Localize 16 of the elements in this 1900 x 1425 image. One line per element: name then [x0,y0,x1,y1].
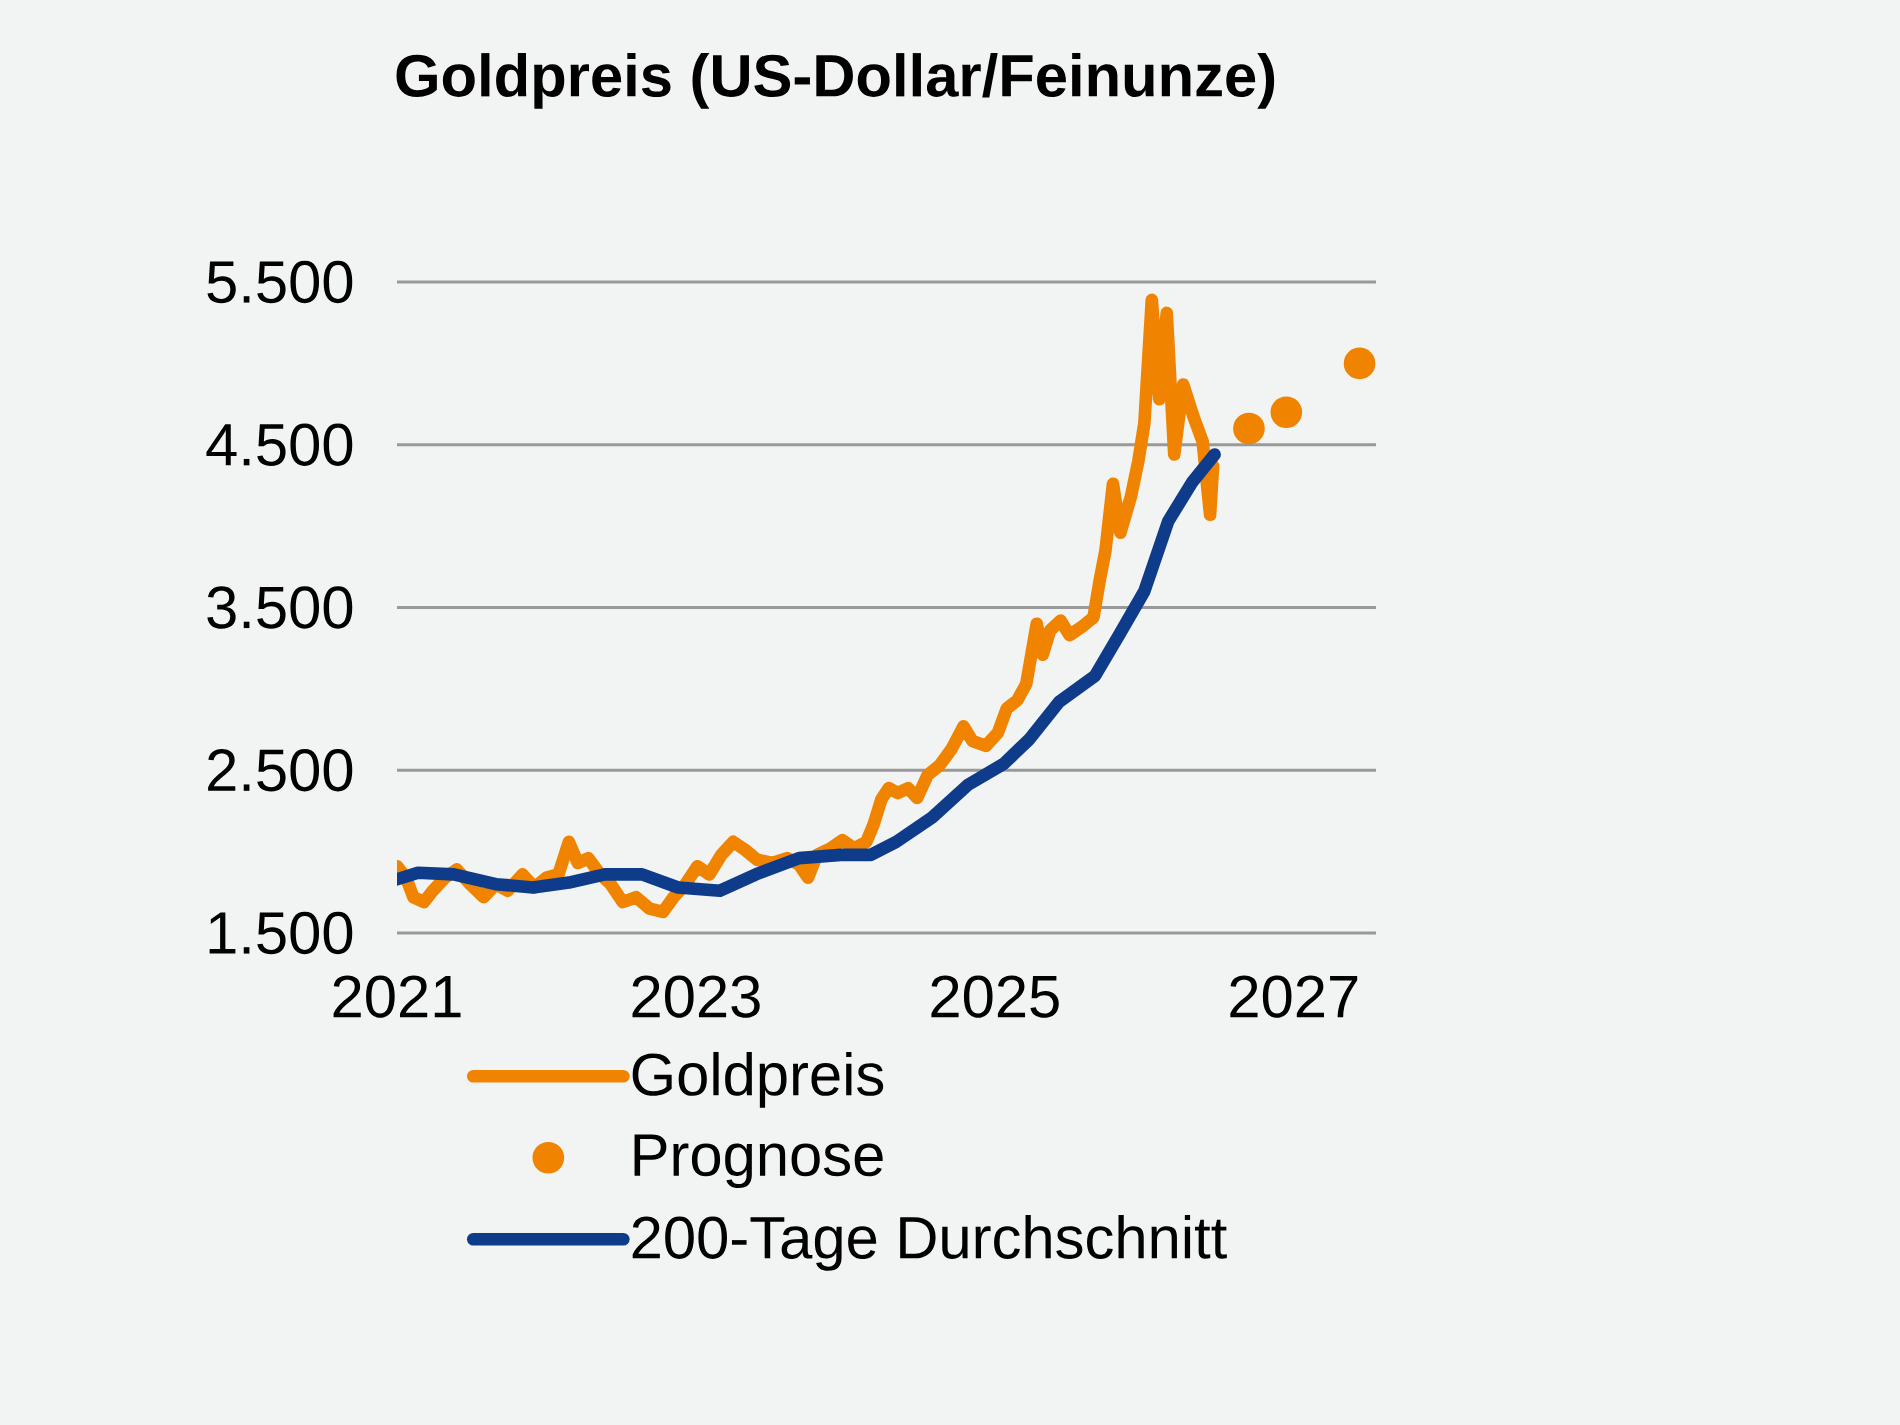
legend-label: Goldpreis [632,1051,884,1108]
y-tick-label: 5.500 [207,260,353,304]
chart-title: Goldpreis (US-Dollar/Feinunze) [396,53,1275,109]
y-tick-label: 2.500 [208,749,353,792]
x-tick-label: 2021 [333,975,461,1018]
x-tick-label: 2027 [1230,975,1358,1018]
point [1343,347,1376,380]
x-tick-label: 2023 [632,975,760,1018]
y-tick-label: 1.500 [209,911,353,955]
y-tick-label: 3.500 [207,586,353,629]
x-tick-label: 2025 [931,975,1059,1018]
y-tick-label: 4.500 [206,423,353,466]
legend-label: Prognose [634,1134,883,1189]
legend-label: 200-Tage Durchschnitt [632,1215,1227,1271]
point [1270,396,1303,429]
point [1233,412,1265,445]
